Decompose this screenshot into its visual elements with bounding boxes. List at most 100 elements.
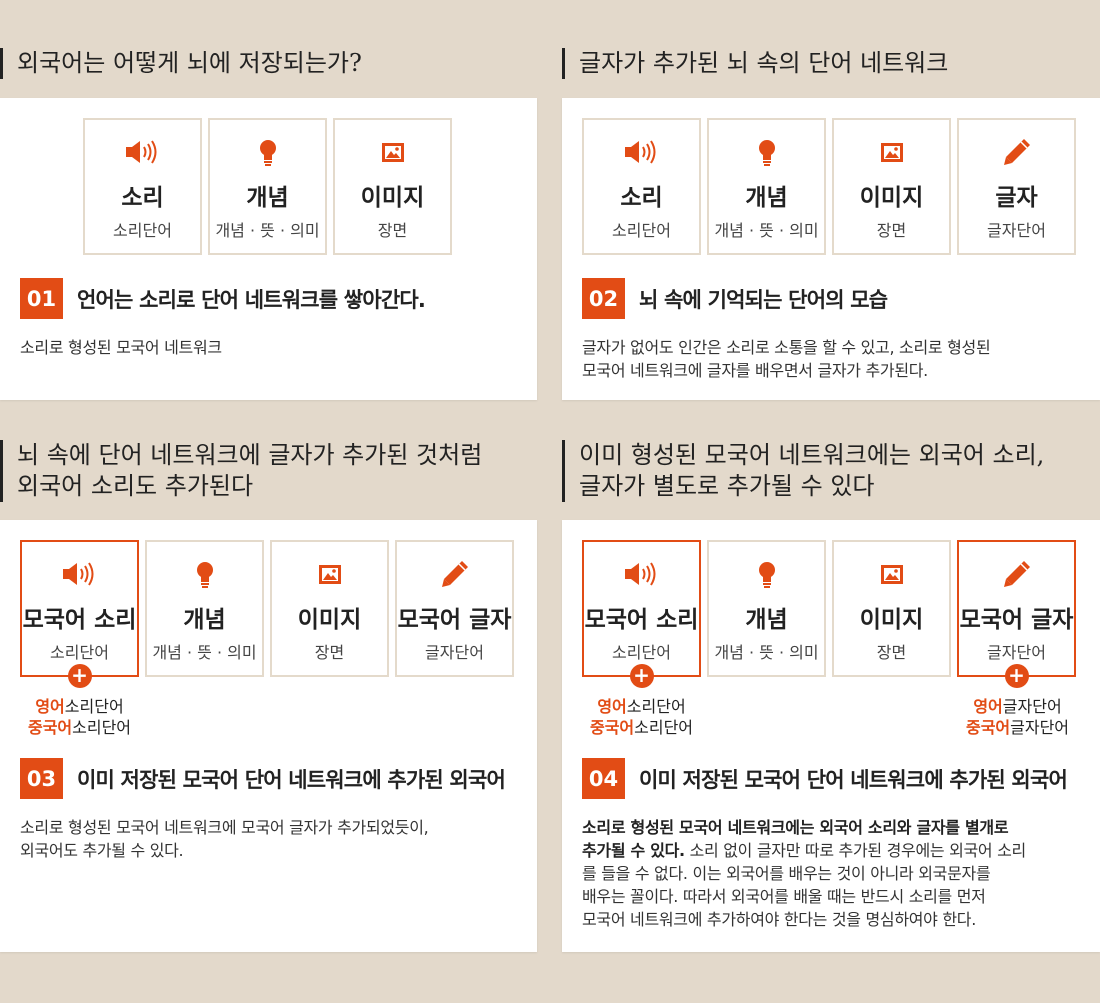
desc-text: 소리 없이 글자만 따로 추가된 경우에는 외국어 소리: [684, 841, 1027, 860]
image-icon: [834, 559, 949, 589]
box-title: 모국어 글자: [397, 607, 512, 633]
lang: 중국어: [27, 718, 73, 737]
image-icon: [335, 137, 450, 167]
step-description: 소리로 형성된 모국어 네트워크에는 외국어 소리와 글자를 별개로 추가될 수…: [582, 816, 1076, 931]
box-sub: 개념 · 뜻 · 의미: [714, 221, 819, 240]
desc-line: 소리로 형성된 모국어 네트워크에 모국어 글자가 추가되었듯이,: [20, 818, 429, 837]
panel-4-heading: 이미 형성된 모국어 네트워크에는 외국어 소리, 글자가 별도로 추가될 수 …: [562, 440, 1100, 502]
lang: 중국어: [965, 718, 1011, 737]
foreign-item-english: 영어소리단어: [582, 696, 701, 717]
panel-2-heading: 글자가 추가된 뇌 속의 단어 네트워크: [562, 48, 1100, 79]
concept-boxes: 소리 소리단어 개념 개념 · 뜻 · 의미 이미지 장면 글자 글자단어: [582, 118, 1076, 255]
box-sound: 소리 소리단어: [83, 118, 202, 255]
box-title: 개념: [246, 185, 289, 211]
box-sub: 글자단어: [425, 643, 484, 662]
lang: 중국어: [589, 718, 635, 737]
desc-line: 소리로 형성된 모국어 네트워크: [20, 338, 222, 357]
panel-2-card: 소리 소리단어 개념 개념 · 뜻 · 의미 이미지 장면 글자 글자단어 02…: [562, 98, 1100, 400]
speaker-icon: [584, 137, 699, 167]
box-title: 이미지: [859, 185, 924, 211]
box-title: 모국어 소리: [22, 607, 137, 633]
box-image: 이미지 장면: [333, 118, 452, 255]
foreign-letter-list: 영어글자단어 중국어글자단어: [958, 696, 1077, 738]
desc-line: 배우는 꼴이다. 따라서 외국어를 배울 때는 반드시 소리를 먼저: [582, 887, 986, 906]
box-sub: 개념 · 뜻 · 의미: [714, 643, 819, 662]
lightbulb-icon: [210, 137, 325, 167]
speaker-icon: [85, 137, 200, 167]
box-concept: 개념 개념 · 뜻 · 의미: [707, 118, 826, 255]
desc-line: 모국어 네트워크에 글자를 배우면서 글자가 추가된다.: [582, 361, 928, 380]
step-title: 뇌 속에 기억되는 단어의 모습: [639, 287, 888, 312]
box-sub: 장면: [876, 643, 907, 662]
pencil-icon: [959, 559, 1074, 589]
box-sub: 소리단어: [612, 643, 671, 662]
desc-line: 외국어도 추가될 수 있다.: [20, 841, 184, 860]
step-description: 소리로 형성된 모국어 네트워크: [20, 336, 513, 359]
foreign-item-english: 영어글자단어: [958, 696, 1077, 717]
desc-bold: 소리로 형성된 모국어 네트워크에는 외국어 소리와 글자를 별개로: [582, 818, 1009, 837]
box-native-letter: 모국어 글자 글자단어 +: [957, 540, 1076, 688]
speaker-icon: [22, 559, 137, 589]
box-concept: 개념 개념 · 뜻 · 의미: [145, 540, 264, 677]
plus-icon: +: [629, 664, 654, 688]
box-concept: 개념 개념 · 뜻 · 의미: [208, 118, 327, 255]
box-title: 모국어 소리: [584, 607, 699, 633]
box-sub: 개념 · 뜻 · 의미: [152, 643, 257, 662]
box-image: 이미지 장면: [832, 118, 951, 255]
step-number: 01: [20, 278, 63, 319]
lightbulb-icon: [709, 137, 824, 167]
word-type: 글자단어: [1010, 718, 1070, 737]
box-sub: 개념 · 뜻 · 의미: [215, 221, 320, 240]
box-title: 개념: [745, 607, 788, 633]
box-sub: 글자단어: [987, 643, 1046, 662]
box-title: 개념: [745, 185, 788, 211]
box-sub: 소리단어: [50, 643, 109, 662]
box-native-sound: 모국어 소리 소리단어 +: [582, 540, 701, 688]
panel-3-card: 모국어 소리 소리단어 + 개념 개념 · 뜻 · 의미 이미지 장면 모국어 …: [0, 520, 537, 952]
foreign-item-chinese: 중국어글자단어: [958, 717, 1077, 738]
step-number: 03: [20, 758, 63, 799]
box-title: 이미지: [297, 607, 362, 633]
lang: 영어: [597, 697, 627, 716]
plus-icon: +: [1004, 664, 1029, 688]
box-sub: 글자단어: [987, 221, 1046, 240]
pencil-icon: [959, 137, 1074, 167]
box-sub: 소리단어: [612, 221, 671, 240]
box-sub: 소리단어: [113, 221, 172, 240]
desc-line: 추가될 수 있다. 소리 없이 글자만 따로 추가된 경우에는 외국어 소리: [582, 839, 1076, 862]
step-number: 04: [582, 758, 625, 799]
panel-3-heading: 뇌 속에 단어 네트워크에 글자가 추가된 것처럼 외국어 소리도 추가된다: [0, 440, 537, 502]
desc-line: 모국어 네트워크에 추가하여야 한다는 것을 명심하여야 한다.: [582, 910, 977, 929]
box-image: 이미지 장면: [270, 540, 389, 677]
foreign-item-chinese: 중국어소리단어: [20, 717, 139, 738]
step-02: 02 뇌 속에 기억되는 단어의 모습: [582, 278, 888, 319]
word-type: 소리단어: [72, 718, 132, 737]
box-title: 소리: [620, 185, 663, 211]
desc-line: 글자가 없어도 인간은 소리로 소통을 할 수 있고, 소리로 형성된: [582, 338, 991, 357]
foreign-item-english: 영어소리단어: [20, 696, 139, 717]
word-type: 소리단어: [626, 697, 686, 716]
desc-bold: 추가될 수 있다.: [582, 841, 685, 860]
image-icon: [834, 137, 949, 167]
foreign-sound-list: 영어소리단어 중국어소리단어: [582, 696, 701, 738]
box-concept: 개념 개념 · 뜻 · 의미: [707, 540, 826, 677]
lang: 영어: [973, 697, 1003, 716]
panel-1-card: 소리 소리단어 개념 개념 · 뜻 · 의미 이미지 장면 01 언어는 소리로…: [0, 98, 537, 400]
step-03: 03 이미 저장된 모국어 단어 네트워크에 추가된 외국어: [20, 758, 506, 799]
desc-line: 를 들을 수 없다. 이는 외국어를 배우는 것이 아니라 외국문자를: [582, 864, 991, 883]
lightbulb-icon: [147, 559, 262, 589]
desc-line: 소리로 형성된 모국어 네트워크에는 외국어 소리와 글자를 별개로: [582, 816, 1076, 839]
box-sound: 소리 소리단어: [582, 118, 701, 255]
word-type: 소리단어: [634, 718, 694, 737]
step-title: 언어는 소리로 단어 네트워크를 쌓아간다.: [77, 287, 426, 312]
box-title: 개념: [183, 607, 226, 633]
box-native-sound: 모국어 소리 소리단어 +: [20, 540, 139, 688]
step-04: 04 이미 저장된 모국어 단어 네트워크에 추가된 외국어: [582, 758, 1068, 799]
box-title: 모국어 글자: [959, 607, 1074, 633]
box-title: 글자: [995, 185, 1038, 211]
box-title: 소리: [121, 185, 164, 211]
step-01: 01 언어는 소리로 단어 네트워크를 쌓아간다.: [20, 278, 426, 319]
step-title: 이미 저장된 모국어 단어 네트워크에 추가된 외국어: [77, 767, 506, 792]
step-description: 글자가 없어도 인간은 소리로 소통을 할 수 있고, 소리로 형성된 모국어 …: [582, 336, 1076, 382]
box-title: 이미지: [859, 607, 924, 633]
